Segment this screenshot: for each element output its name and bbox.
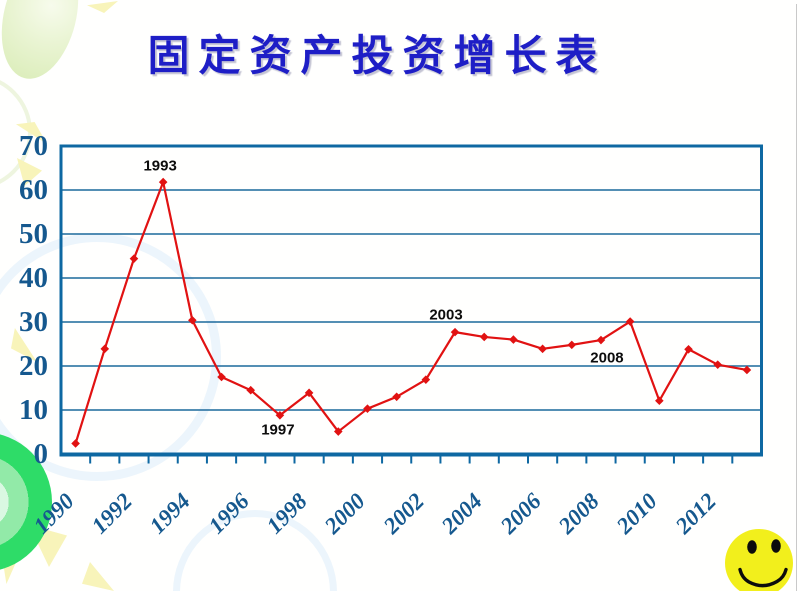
data-point-marker xyxy=(188,315,197,325)
point-annotation: 2008 xyxy=(590,349,624,367)
data-point-marker xyxy=(421,375,431,384)
point-annotation: 2003 xyxy=(429,306,463,324)
data-point-marker xyxy=(684,344,693,354)
y-axis-label: 50 xyxy=(19,218,48,250)
trend-line xyxy=(74,180,748,444)
data-point-marker xyxy=(158,177,168,187)
point-annotation: 1993 xyxy=(143,157,177,175)
slide-title: 固定资产投资增长表 xyxy=(147,31,607,80)
data-point-marker xyxy=(713,360,723,369)
data-point-marker xyxy=(655,396,664,406)
data-point-marker xyxy=(129,254,139,263)
slide-right-edge-line xyxy=(796,4,797,591)
data-point-marker xyxy=(392,392,401,402)
smiley-face-graphic xyxy=(725,529,793,591)
data-point-marker xyxy=(596,335,606,345)
y-axis-label: 60 xyxy=(19,174,48,206)
data-point-marker xyxy=(450,327,460,337)
data-point-marker xyxy=(217,372,226,382)
data-point-marker xyxy=(71,439,80,448)
y-axis-label: 70 xyxy=(19,130,48,162)
data-point-marker xyxy=(304,388,314,398)
point-annotation: 1997 xyxy=(261,421,295,439)
data-point-marker xyxy=(275,410,285,420)
smiley-face-icon xyxy=(724,528,794,591)
data-point-marker xyxy=(479,332,489,342)
data-point-marker xyxy=(363,404,372,413)
data-point-marker xyxy=(625,317,635,326)
data-point-marker xyxy=(742,365,752,375)
data-point-marker xyxy=(246,385,256,395)
y-axis-label: 20 xyxy=(19,350,48,382)
data-point-marker xyxy=(100,344,110,354)
y-axis-label: 10 xyxy=(19,394,48,426)
data-point-marker xyxy=(509,335,518,344)
y-axis-label: 30 xyxy=(19,306,48,338)
watermark-arc-decoration xyxy=(0,233,221,481)
y-axis-label: 40 xyxy=(19,262,48,294)
data-point-marker xyxy=(538,344,547,354)
data-point-marker xyxy=(567,340,577,350)
data-point-marker xyxy=(333,427,343,436)
y-axis-label: 0 xyxy=(33,438,49,470)
